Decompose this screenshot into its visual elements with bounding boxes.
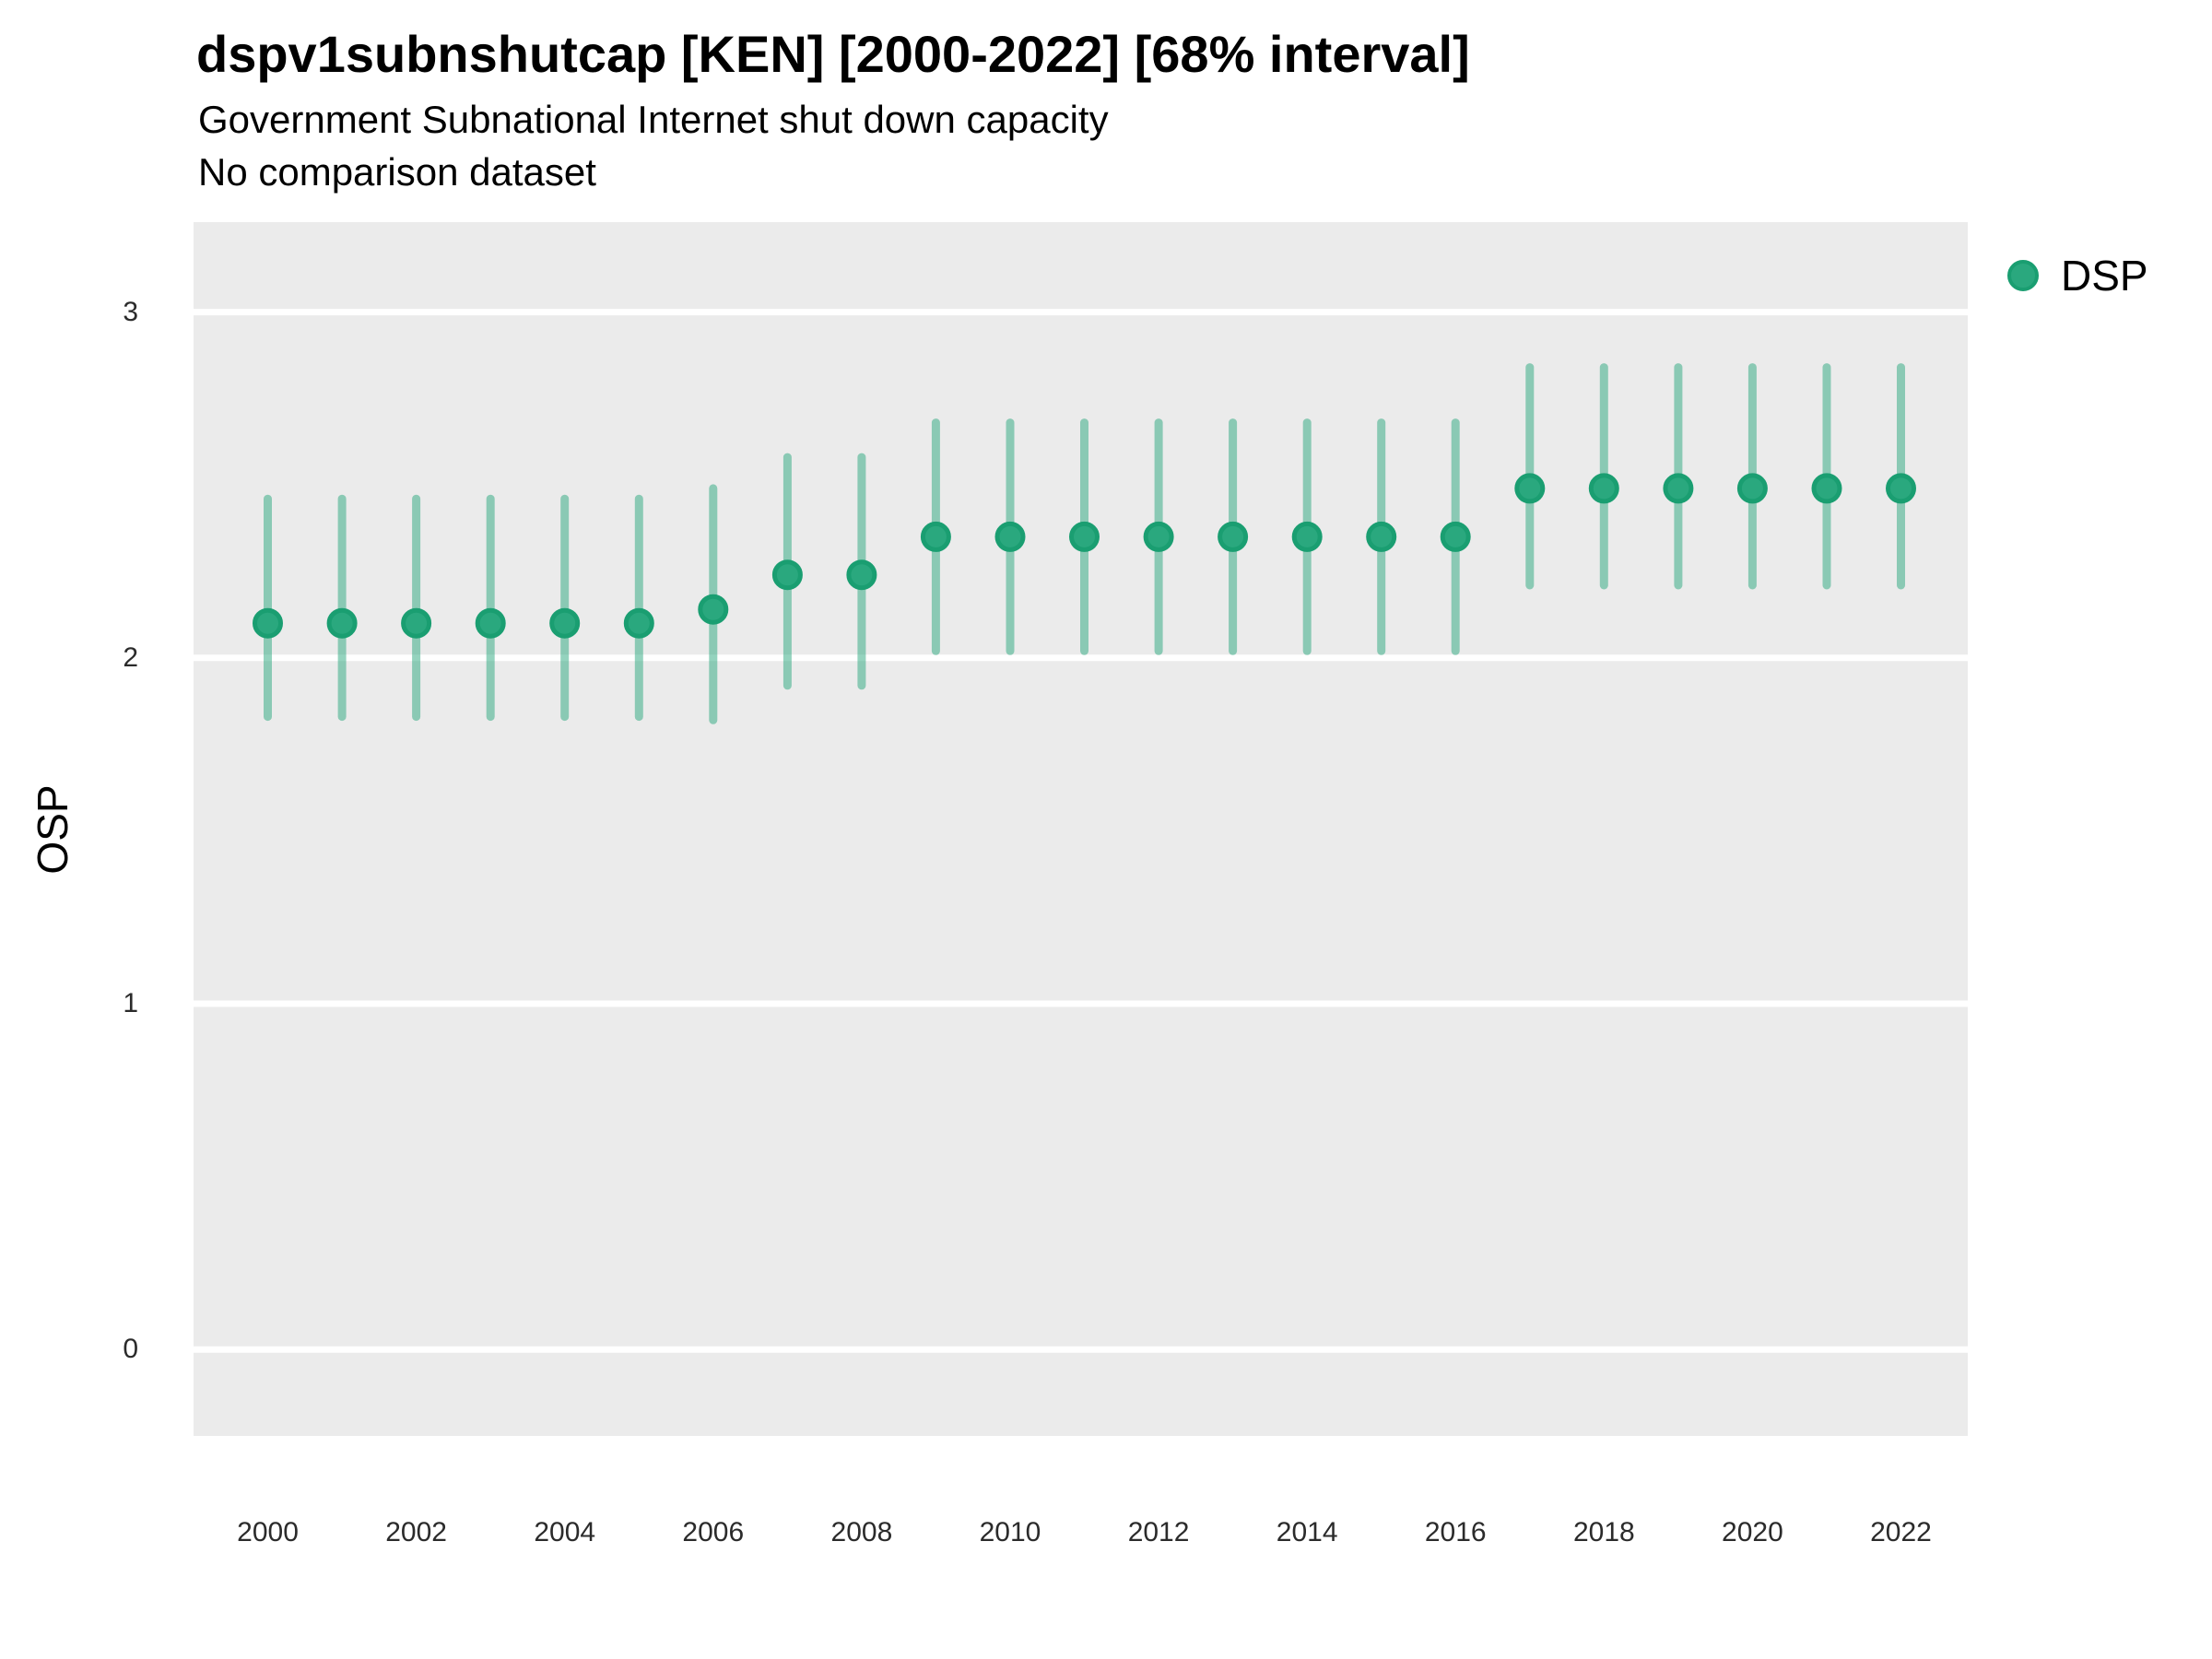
data-point-2013 bbox=[1218, 521, 1249, 552]
data-point-2008 bbox=[846, 559, 877, 591]
x-tick-label-2012: 2012 bbox=[1127, 1517, 1190, 1547]
x-tick-label-2004: 2004 bbox=[534, 1517, 596, 1547]
chart-title: dspv1subnshutcap [KEN] [2000-2022] [68% … bbox=[196, 25, 1470, 83]
data-point-2001 bbox=[326, 607, 358, 639]
legend-dsp-label: DSP bbox=[2061, 252, 2148, 300]
legend: DSP bbox=[2007, 251, 2148, 300]
x-tick-label-2014: 2014 bbox=[1276, 1517, 1338, 1547]
data-point-2017 bbox=[1514, 473, 1546, 504]
chart-subtitle: Government Subnational Internet shut dow… bbox=[198, 98, 1109, 141]
x-tick-label-2008: 2008 bbox=[830, 1517, 893, 1547]
data-point-2019 bbox=[1663, 473, 1694, 504]
data-point-2021 bbox=[1811, 473, 1842, 504]
panel-background bbox=[194, 222, 1968, 1436]
data-point-2014 bbox=[1291, 521, 1323, 552]
data-point-2005 bbox=[623, 607, 654, 639]
x-tick-label-2022: 2022 bbox=[1870, 1517, 1932, 1547]
data-point-2004 bbox=[549, 607, 581, 639]
x-tick-label-2002: 2002 bbox=[385, 1517, 447, 1547]
data-point-2022 bbox=[1886, 473, 1916, 504]
data-point-2009 bbox=[920, 521, 951, 552]
data-point-2010 bbox=[994, 521, 1026, 552]
y-tick-label-1: 1 bbox=[123, 987, 138, 1018]
y-tick-label-0: 0 bbox=[123, 1334, 138, 1365]
plot-area bbox=[194, 222, 1968, 1436]
data-point-2016 bbox=[1440, 521, 1471, 552]
comparison-note: No comparison dataset bbox=[198, 150, 596, 194]
x-tick-label-2000: 2000 bbox=[237, 1517, 299, 1547]
x-tick-label-2006: 2006 bbox=[682, 1517, 745, 1547]
data-point-2015 bbox=[1366, 521, 1397, 552]
x-tick-label-2010: 2010 bbox=[979, 1517, 1041, 1547]
data-point-2007 bbox=[771, 559, 803, 591]
x-tick-label-2018: 2018 bbox=[1572, 1517, 1635, 1547]
x-tick-label-2016: 2016 bbox=[1424, 1517, 1487, 1547]
data-point-2006 bbox=[698, 594, 729, 625]
data-point-2003 bbox=[475, 607, 506, 639]
data-point-2002 bbox=[401, 607, 432, 639]
y-axis-title: OSP bbox=[29, 784, 76, 875]
data-point-2012 bbox=[1143, 521, 1174, 552]
data-point-2020 bbox=[1736, 473, 1768, 504]
x-tick-label-2020: 2020 bbox=[1722, 1517, 1783, 1547]
legend-dsp-marker-icon bbox=[2007, 260, 2039, 291]
y-tick-label-3: 3 bbox=[123, 296, 138, 327]
data-point-2000 bbox=[253, 607, 283, 639]
data-point-2011 bbox=[1069, 521, 1100, 552]
y-tick-label-2: 2 bbox=[123, 641, 138, 673]
data-point-2018 bbox=[1588, 473, 1619, 504]
